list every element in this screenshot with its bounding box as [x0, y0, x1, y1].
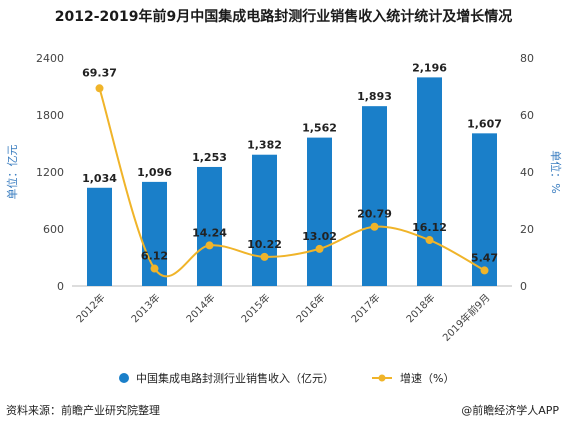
bar-value-label: 1,034	[82, 172, 117, 185]
growth-point	[260, 252, 269, 261]
y2-tick-label: 20	[520, 223, 534, 236]
chart-title: 2012-2019年前9月中国集成电路封测行业销售收入统计统计及增长情况	[54, 9, 513, 25]
growth-point	[315, 244, 324, 253]
growth-point	[480, 266, 489, 275]
source-note: 资料来源：前瞻产业研究院整理	[6, 404, 160, 417]
bar	[87, 187, 112, 286]
growth-value-label: 5.47	[471, 251, 498, 264]
y2-axis-title: 单位：%	[549, 150, 563, 193]
x-tick-label: 2016年	[293, 291, 327, 325]
bar-value-label: 1,607	[467, 117, 502, 130]
y-tick-label: 0	[57, 280, 64, 293]
growth-point	[370, 222, 379, 231]
growth-value-label: 16.12	[412, 221, 447, 234]
y-tick-label: 1200	[36, 166, 64, 179]
growth-value-label: 14.24	[192, 226, 227, 239]
x-tick-label: 2013年	[128, 291, 162, 325]
bar	[252, 154, 277, 286]
legend-line-marker	[378, 374, 386, 382]
bar	[417, 77, 442, 286]
bar-value-label: 1,382	[247, 139, 282, 152]
x-tick-label: 2019年前9月	[440, 291, 493, 344]
growth-point	[95, 84, 104, 93]
growth-point	[150, 264, 159, 273]
y2-tick-label: 60	[520, 109, 534, 122]
growth-value-label: 20.79	[357, 208, 392, 221]
legend-bar-swatch	[119, 373, 129, 383]
y-tick-label: 1800	[36, 109, 64, 122]
y2-tick-label: 80	[520, 52, 534, 65]
growth-value-label: 6.12	[141, 250, 168, 263]
bar	[472, 133, 497, 286]
bar	[362, 106, 387, 286]
x-tick-label: 2017年	[348, 291, 382, 325]
legend-line-label: 增速（%）	[400, 371, 454, 385]
brand-note: @前瞻经济学人APP	[461, 404, 559, 417]
legend-bar-label: 中国集成电路封测行业销售收入（亿元）	[136, 371, 334, 385]
x-tick-label: 2018年	[403, 291, 437, 325]
x-tick-label: 2014年	[183, 291, 217, 325]
bar-value-label: 2,196	[412, 61, 447, 74]
bar	[197, 166, 222, 286]
growth-value-label: 69.37	[82, 66, 117, 79]
bar-value-label: 1,096	[137, 166, 172, 179]
x-tick-label: 2015年	[238, 291, 272, 325]
y2-tick-label: 40	[520, 166, 534, 179]
bar	[307, 137, 332, 286]
y2-tick-label: 0	[520, 280, 527, 293]
x-tick-label: 2012年	[73, 291, 107, 325]
bar-value-label: 1,253	[192, 151, 227, 164]
y-tick-label: 2400	[36, 52, 64, 65]
growth-value-label: 13.02	[302, 230, 337, 243]
y-axis-title: 单位：亿元	[5, 145, 19, 200]
y-tick-label: 600	[43, 223, 64, 236]
bar-value-label: 1,893	[357, 90, 392, 103]
growth-point	[425, 236, 434, 245]
bar-value-label: 1,562	[302, 122, 337, 135]
growth-point	[205, 241, 214, 250]
growth-value-label: 10.22	[247, 238, 282, 251]
